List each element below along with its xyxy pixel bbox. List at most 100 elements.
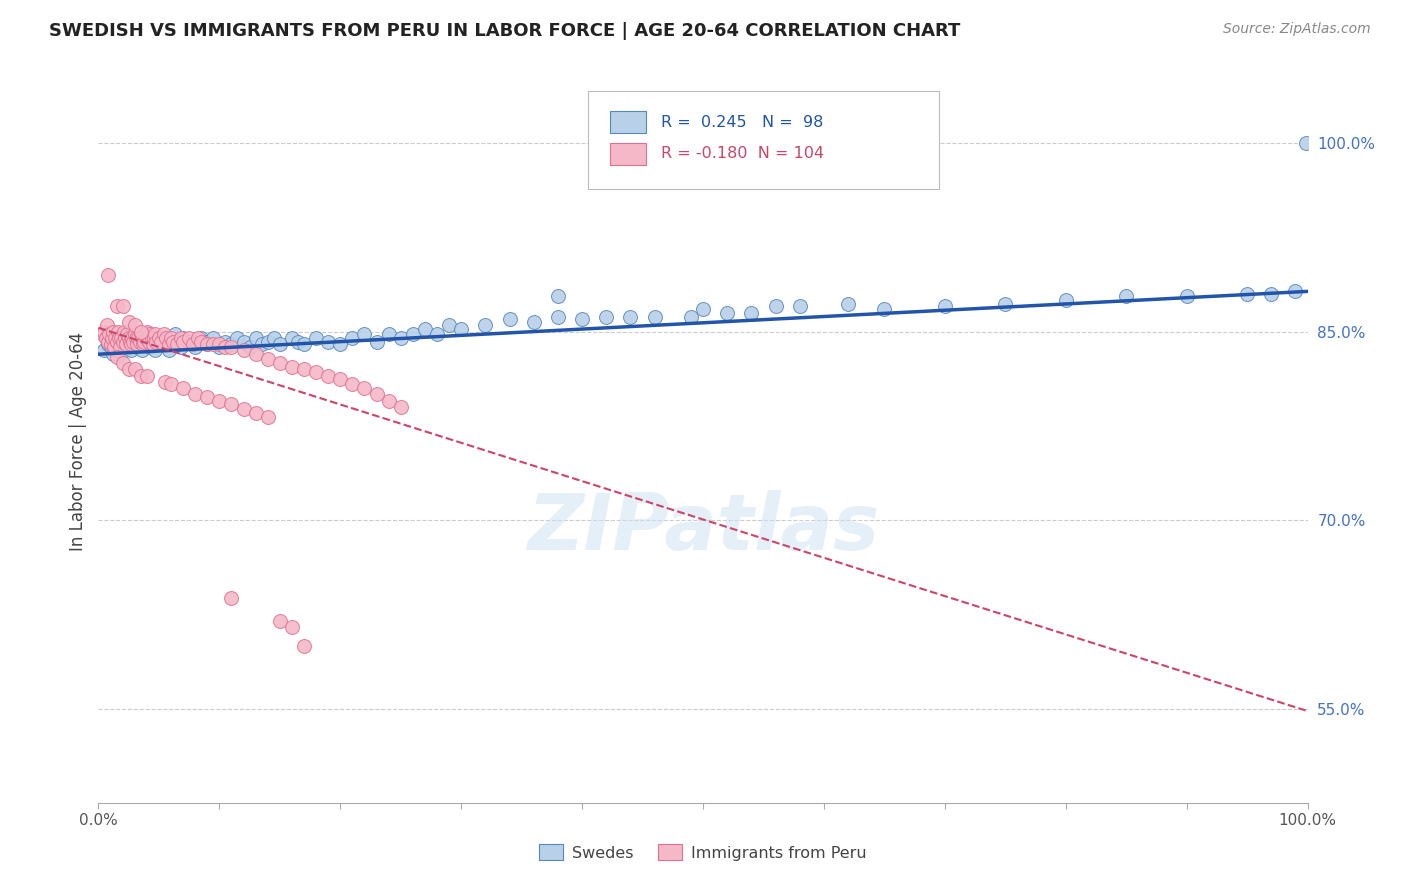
Point [377, 327, 399, 342]
Point [118, 362, 141, 376]
Point [118, 327, 141, 342]
Point [202, 331, 225, 345]
Point [134, 334, 156, 349]
Point [103, 334, 125, 349]
Point [679, 310, 702, 324]
Point [93, 343, 115, 358]
Point [184, 387, 207, 401]
Point [214, 334, 236, 349]
Point [145, 334, 167, 349]
Point [474, 318, 496, 333]
Point [162, 334, 184, 349]
Point [127, 340, 149, 354]
Point [97, 334, 120, 349]
Point [124, 337, 146, 351]
Point [94, 331, 117, 345]
Point [127, 331, 149, 345]
Point [142, 337, 165, 351]
Point [619, 310, 641, 324]
Point [148, 331, 170, 345]
Point [221, 397, 243, 411]
Point [181, 337, 204, 351]
Y-axis label: In Labor Force | Age 20-64: In Labor Force | Age 20-64 [69, 332, 87, 551]
Point [143, 327, 166, 342]
Point [547, 310, 569, 324]
Point [108, 340, 131, 354]
Point [127, 331, 149, 345]
Point [413, 322, 436, 336]
Point [571, 312, 593, 326]
Point [125, 331, 148, 345]
Point [329, 337, 352, 351]
Point [377, 393, 399, 408]
Point [263, 331, 285, 345]
Point [245, 331, 267, 345]
Point [136, 331, 159, 345]
Point [245, 406, 267, 420]
Point [1260, 286, 1282, 301]
Point [138, 334, 160, 349]
Point [120, 337, 142, 351]
Point [172, 334, 194, 349]
Point [129, 327, 152, 342]
Point [214, 340, 236, 354]
Point [934, 300, 956, 314]
Point [118, 334, 141, 349]
Point [134, 334, 156, 349]
Point [124, 362, 146, 376]
Point [108, 331, 131, 345]
FancyBboxPatch shape [588, 91, 939, 189]
Point [105, 334, 128, 349]
Point [129, 368, 152, 383]
Point [122, 334, 145, 349]
Point [256, 334, 278, 349]
Point [172, 381, 194, 395]
Point [316, 368, 339, 383]
Point [281, 620, 304, 634]
Point [366, 387, 388, 401]
Point [250, 337, 273, 351]
Point [523, 314, 546, 328]
Point [994, 297, 1017, 311]
Point [221, 591, 243, 605]
Point [1284, 285, 1306, 299]
Point [1054, 293, 1077, 308]
Point [131, 343, 153, 358]
Point [208, 393, 231, 408]
Point [226, 331, 249, 345]
Point [172, 331, 194, 345]
Point [498, 312, 520, 326]
Point [114, 331, 136, 345]
Point [129, 337, 152, 351]
Point [1236, 286, 1258, 301]
Point [91, 327, 114, 342]
Point [166, 337, 188, 351]
Point [129, 325, 152, 339]
Point [716, 306, 738, 320]
Point [353, 381, 375, 395]
Point [269, 337, 291, 351]
Point [450, 322, 472, 336]
Point [160, 334, 183, 349]
Point [157, 337, 180, 351]
Point [132, 337, 155, 351]
Point [136, 331, 159, 345]
Point [389, 400, 412, 414]
Point [118, 331, 141, 345]
Point [105, 327, 128, 342]
Point [111, 340, 134, 354]
Text: Source: ZipAtlas.com: Source: ZipAtlas.com [1223, 22, 1371, 37]
Point [329, 372, 352, 386]
Point [292, 337, 315, 351]
Point [305, 331, 328, 345]
Point [135, 331, 157, 345]
Point [402, 327, 425, 342]
Point [169, 331, 191, 345]
Point [740, 306, 762, 320]
Point [873, 301, 896, 316]
Point [112, 325, 135, 339]
Point [179, 334, 201, 349]
Point [163, 327, 186, 342]
Point [184, 340, 207, 354]
Point [124, 318, 146, 333]
